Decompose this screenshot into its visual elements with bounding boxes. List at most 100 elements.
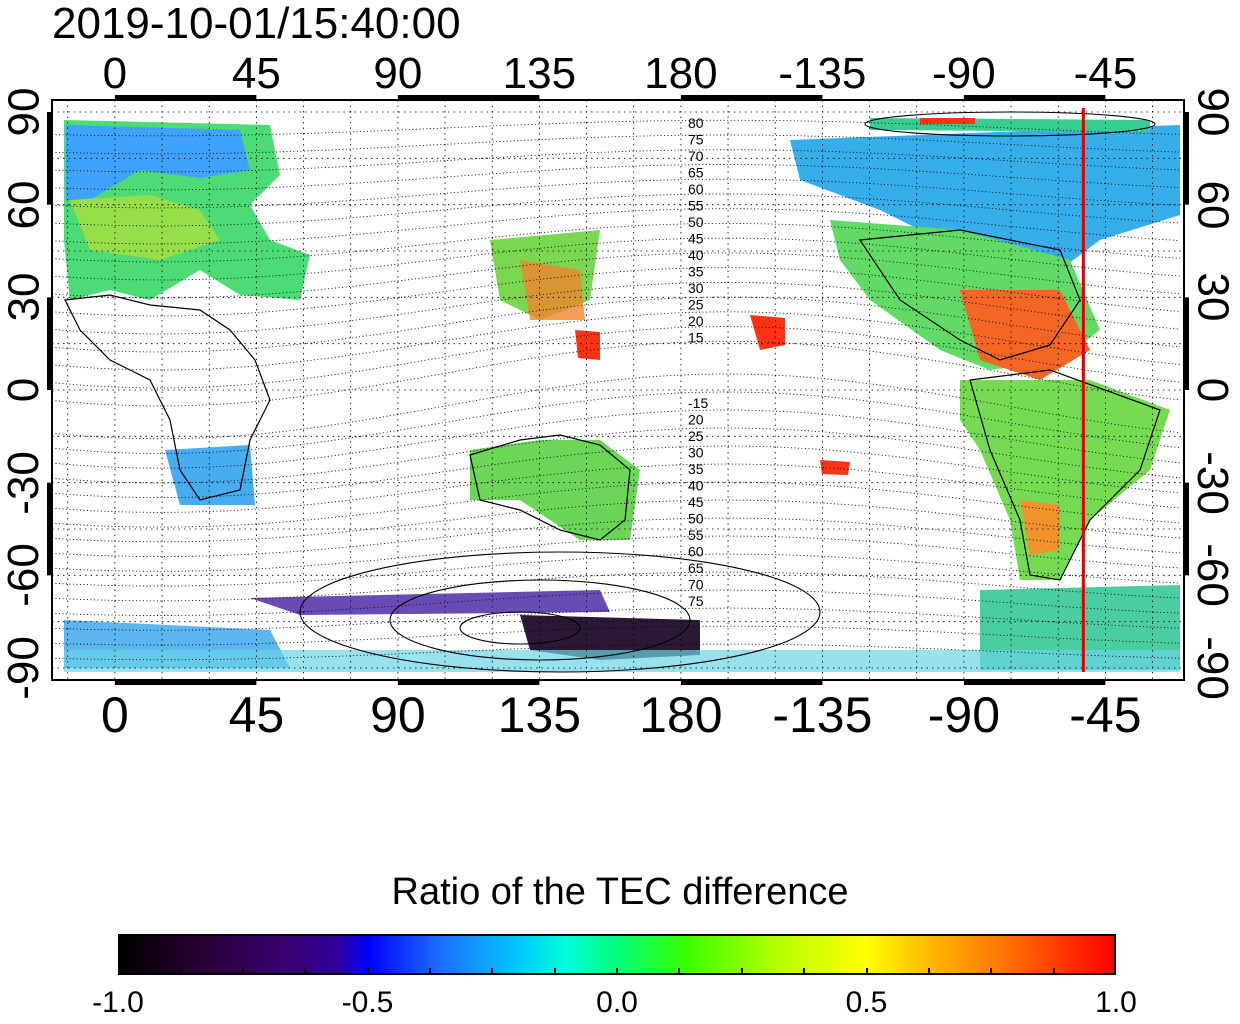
contour-label-south: 30 [688,445,704,461]
south-pacific-positive-patch [820,460,850,475]
bottom-frame-segment [680,679,823,685]
colorbar-minor-tick [678,968,681,975]
colorbar-tick-label: 0.0 [596,986,638,1019]
contour-label-south: 70 [688,577,704,593]
bottom-frame-segment [963,679,1106,685]
left-frame-segment [47,297,53,390]
contour-line [52,296,1181,353]
contour-line [52,409,1181,469]
bottom-longitude-tick: -45 [1069,687,1142,743]
contour-line [52,427,1181,484]
south-pole-contour-outer [299,551,821,673]
right-latitude-tick: -30 [1187,450,1237,515]
bottom-longitude-tick: 180 [639,687,723,743]
bottom-longitude-tick: 0 [100,687,129,743]
bottom-longitude-tick: 45 [228,687,285,743]
contour-label-north: 25 [688,297,704,313]
central-europe-region [70,195,220,260]
top-longitude-tick: 180 [644,49,718,98]
colorbar-title: Ratio of the TEC difference [391,871,849,913]
right-latitude-tick: 30 [1187,272,1237,322]
north-america-coastline [858,229,1081,361]
left-latitude-tick: 60 [0,180,48,230]
colorbar-tick-label: 1.0 [1095,986,1137,1019]
bottom-longitude-tick: -135 [772,687,873,743]
contour-label-south: 65 [688,560,704,576]
southern-ocean-negative-band [250,590,610,615]
colorbar-minor-tick [1052,968,1055,975]
contour-label-north: 75 [688,132,704,148]
contour-label-south: 60 [688,544,704,560]
right-latitude-tick: -60 [1187,543,1237,608]
top-frame-segment [114,95,257,101]
right-frame-segment [1183,482,1189,576]
contour-label-south: 45 [688,494,704,510]
contour-line [52,625,1181,646]
contour-line [52,119,1181,137]
colorbar-minor-tick [304,968,307,975]
colorbar-minor-tick [990,968,993,975]
south-america-region [960,380,1170,580]
south-pole-contour-inner [459,611,581,645]
contour-line [52,643,1181,661]
colorbar-minor-tick [740,968,743,975]
contour-label-south: 25 [688,428,704,444]
north-pole-contour [864,111,1156,137]
contour-label-north: 15 [688,330,704,346]
contour-label-north: 80 [688,115,704,131]
contour-labels: 8075706560555045403530252015-15202530354… [688,115,708,609]
top-frame-segment [963,95,1106,101]
south-america-positive-patch [1020,500,1060,555]
colorbar-minor-tick [927,968,930,975]
colorbar-minor-tick [179,968,182,975]
right-latitude-tick: 0 [1188,377,1238,403]
contour-label-north: 20 [688,313,704,329]
contour-label-north: 65 [688,165,704,181]
pacific-positive-patch [575,330,600,360]
top-frame-segment [397,95,540,101]
magnetic-latitude-contours [52,111,1181,673]
bottom-longitude-tick: 90 [370,687,426,743]
top-longitude-tick: -135 [778,49,867,98]
contour-label-north: 40 [688,247,704,263]
contour-line [52,193,1181,227]
contour-line [52,311,1181,371]
frame-major-ticks [47,95,1189,685]
colorbar-minor-tick [616,968,618,975]
right-latitude-tick: 60 [1187,180,1237,230]
contour-label-south: 75 [688,593,704,609]
map-plot-area: 8075706560555045403530252015-15202530354… [52,100,1184,680]
top-longitude-tick: -45 [1073,49,1138,98]
contour-label-north: 70 [688,148,704,164]
contour-label-north: 30 [688,280,704,296]
contour-label-south: 40 [688,478,704,494]
left-latitude-tick: 0 [0,377,49,403]
bottom-longitude-tick: -90 [927,687,1001,743]
left-latitude-tick: -90 [0,636,48,700]
plot-timestamp-title: 2019-10-01/15:40:00 [52,0,461,48]
colorbar-minor-tick [491,968,494,975]
contour-label-north: 50 [688,214,704,230]
colorbar-tick-label: -1.0 [92,986,144,1019]
contour-line [52,208,1181,245]
southern-africa-region [165,445,255,505]
coastlines [64,229,1161,581]
colorbar-minor-tick [366,968,369,975]
colorbar-minor-tick [803,968,806,975]
south-atlantic-region [980,585,1180,670]
antarctic-negative-region [520,615,700,660]
arctic-positive-patch [920,118,975,124]
australia-coastline [469,434,631,541]
colorbar-minor-tick [865,968,868,975]
contour-label-south: -15 [688,395,708,411]
right-latitude-tick: 90 [1187,87,1237,137]
left-latitude-tick: -30 [0,450,48,515]
top-frame-segment [680,95,823,101]
contour-label-north: 45 [688,231,704,247]
left-frame-segment [47,112,53,205]
contour-label-north: 55 [688,198,704,214]
top-longitude-tick: 0 [102,49,128,98]
right-frame-segment [1183,112,1189,205]
top-longitude-tick: 90 [373,49,423,98]
central-pacific-positive-patch [750,315,785,350]
